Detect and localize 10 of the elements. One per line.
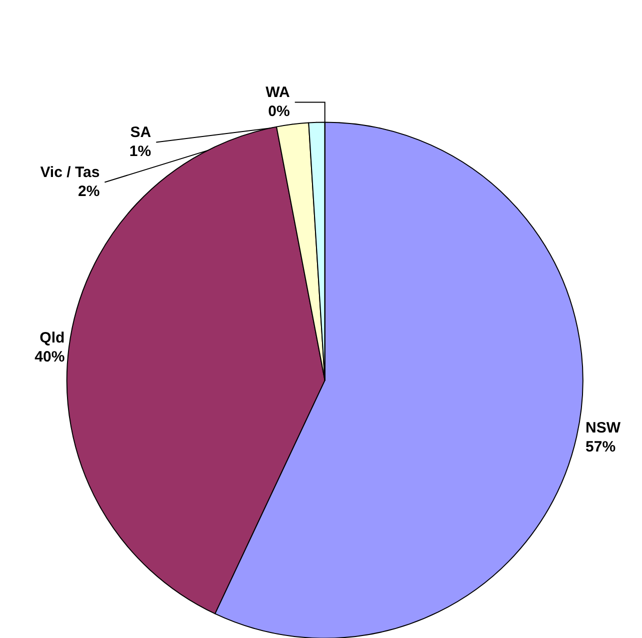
- slice-label: SA: [130, 124, 152, 142]
- slice-label: NSW: [586, 419, 622, 436]
- data-label: 1%: [129, 143, 152, 160]
- slice-label: Vic / Tas: [40, 164, 100, 182]
- text: 0%: [268, 103, 290, 120]
- data-label: 40%: [34, 348, 65, 366]
- slice-label: Qld: [40, 329, 65, 346]
- data-label: 57%: [586, 438, 616, 456]
- data-label: 2%: [78, 183, 100, 200]
- category-label: WA: [266, 84, 290, 102]
